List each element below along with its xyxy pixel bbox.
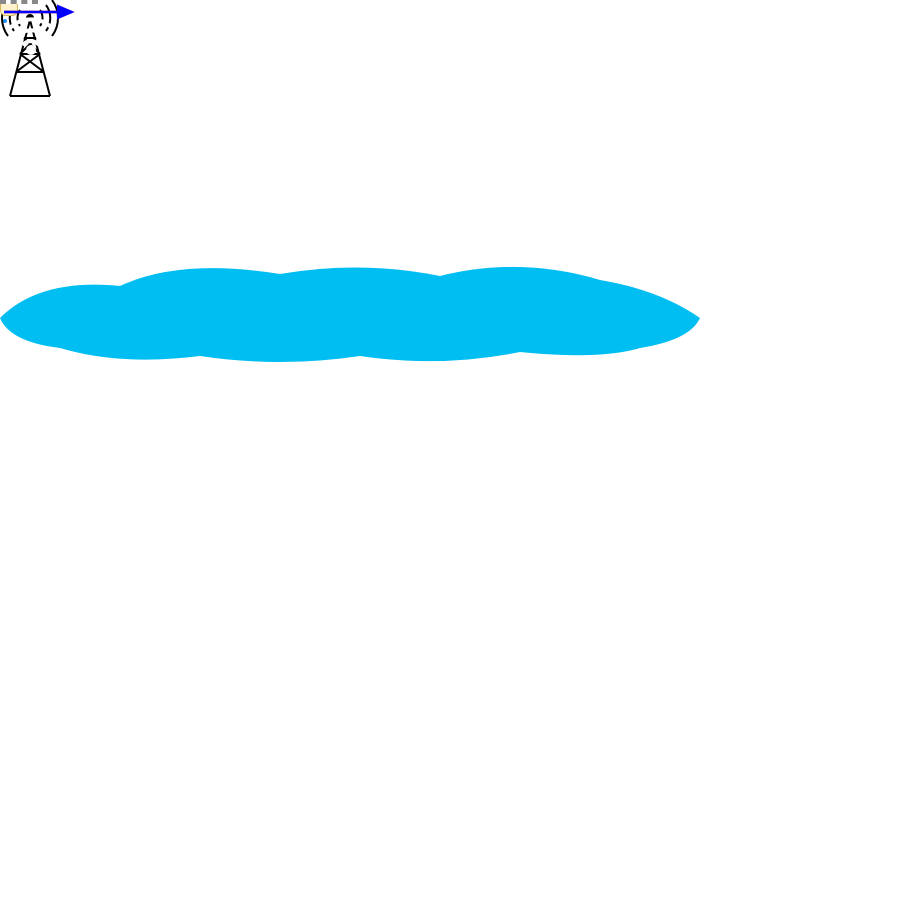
legend xyxy=(0,0,38,4)
arrows-layer xyxy=(0,0,912,907)
cloud-shape xyxy=(0,0,912,907)
